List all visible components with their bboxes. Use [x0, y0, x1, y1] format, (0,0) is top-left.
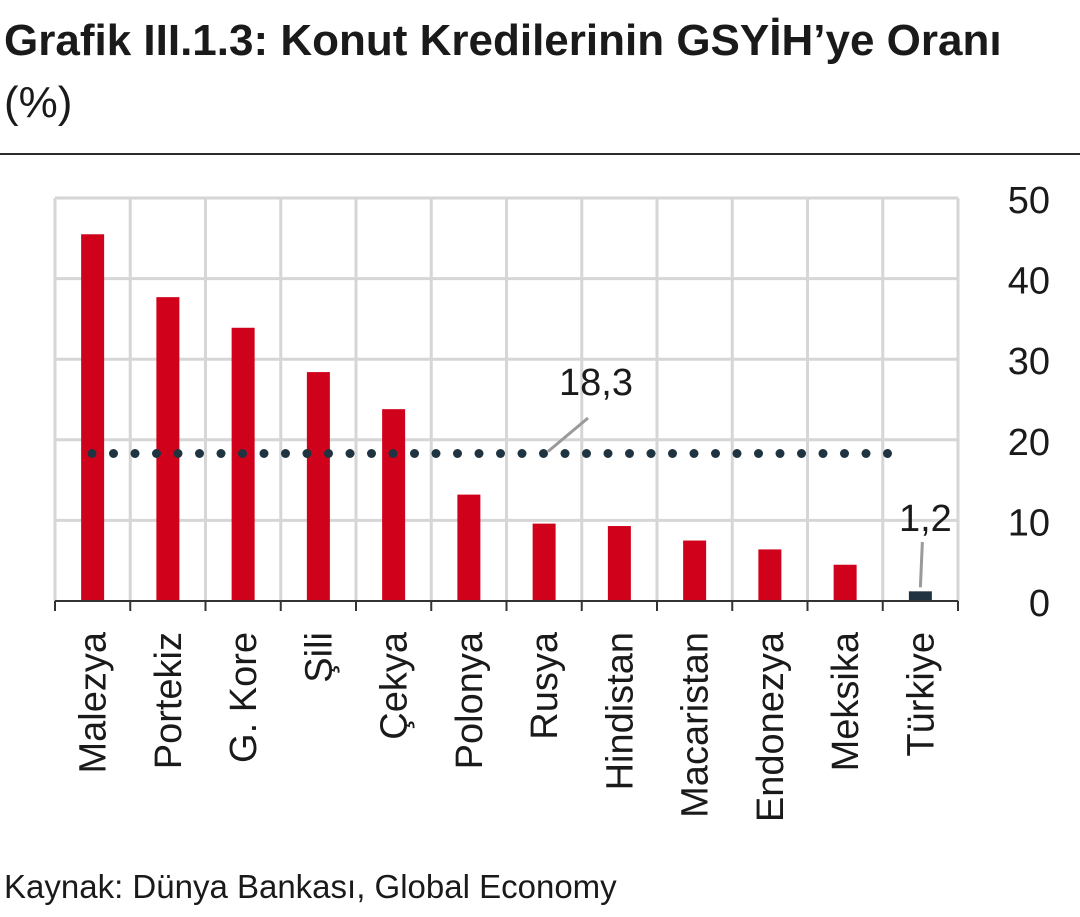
bar-chart: 0 10 20 30 40 50 Malezya Portekiz G. Kore Şili Çek…	[53, 180, 1050, 822]
average-dot	[367, 449, 376, 459]
x-tick-label: Malezya	[73, 631, 115, 773]
bar	[607, 526, 631, 601]
average-dot	[689, 449, 699, 459]
average-dot	[711, 449, 720, 459]
bar	[457, 494, 481, 601]
chart-title: Grafik III.1.3: Konut Kredilerinin GSYİH…	[4, 10, 1064, 134]
average-dot	[173, 449, 183, 459]
x-tick-label: Türkiye	[900, 632, 942, 757]
x-tick-label: Meksika	[825, 631, 867, 771]
average-dot	[840, 449, 849, 459]
average-dot	[668, 449, 677, 459]
average-dot	[883, 449, 892, 459]
title-divider	[0, 153, 1080, 155]
average-dot	[646, 449, 656, 459]
bar	[758, 549, 782, 601]
bar	[532, 523, 556, 601]
average-leader-line	[547, 416, 589, 453]
average-dot	[109, 449, 118, 459]
x-tick-label: Endonezya	[750, 631, 792, 822]
bar	[382, 409, 406, 601]
average-dot	[281, 449, 290, 459]
average-dot	[87, 449, 97, 459]
bar	[306, 372, 330, 601]
y-tick-label: 50	[1008, 180, 1050, 222]
y-tick-label: 20	[1008, 422, 1050, 464]
bar	[833, 564, 857, 601]
average-dot	[775, 449, 785, 459]
x-tick-label: Portekiz	[148, 632, 190, 769]
average-dot	[431, 449, 441, 459]
average-dot	[797, 449, 806, 459]
y-tick-label: 0	[1029, 583, 1050, 625]
average-dot	[517, 449, 527, 459]
x-tick-label: Macaristan	[675, 632, 717, 818]
average-dot	[474, 449, 484, 459]
average-dot	[130, 449, 140, 459]
x-tick-label: Hindistan	[599, 632, 641, 790]
average-dot	[754, 449, 763, 459]
average-dot	[388, 449, 398, 459]
average-dot	[603, 449, 613, 459]
average-dot	[732, 449, 742, 459]
x-tick-label: Şili	[298, 632, 340, 683]
x-tick-label: G. Kore	[223, 632, 265, 763]
y-tick-label: 10	[1008, 502, 1050, 544]
y-tick-label: 40	[1008, 261, 1050, 303]
highlight-leader-line	[918, 541, 924, 588]
source-note: Kaynak: Dünya Bankası, Global Economy	[4, 868, 617, 905]
average-dot	[152, 449, 161, 459]
bar	[231, 327, 255, 601]
bar	[81, 234, 105, 601]
average-dot	[324, 449, 333, 459]
average-dot	[496, 449, 505, 459]
average-dot	[195, 449, 204, 459]
average-dot	[238, 449, 247, 459]
y-tick-label: 30	[1008, 341, 1050, 383]
average-dot	[861, 449, 871, 459]
bar-highlight	[908, 591, 932, 601]
average-dot	[302, 449, 312, 459]
chart-title-unit: (%)	[4, 78, 73, 127]
average-dot	[818, 449, 828, 459]
bar	[683, 540, 707, 601]
average-dot	[345, 449, 355, 459]
bar	[156, 297, 180, 601]
x-tick-label: Çekya	[374, 631, 416, 740]
average-dot	[216, 449, 226, 459]
average-dot	[410, 449, 419, 459]
average-dot	[259, 449, 269, 459]
average-dot	[560, 449, 570, 459]
chart-title-main: Grafik III.1.3: Konut Kredilerinin GSYİH…	[4, 16, 1002, 65]
highlight-value-label: 1,2	[899, 498, 952, 540]
average-dot	[582, 449, 591, 459]
average-dot	[539, 449, 548, 459]
average-label: 18,3	[559, 362, 633, 404]
average-dot	[625, 449, 634, 459]
x-tick-label: Rusya	[524, 631, 566, 740]
average-dot	[453, 449, 462, 459]
x-tick-label: Polonya	[449, 631, 491, 769]
